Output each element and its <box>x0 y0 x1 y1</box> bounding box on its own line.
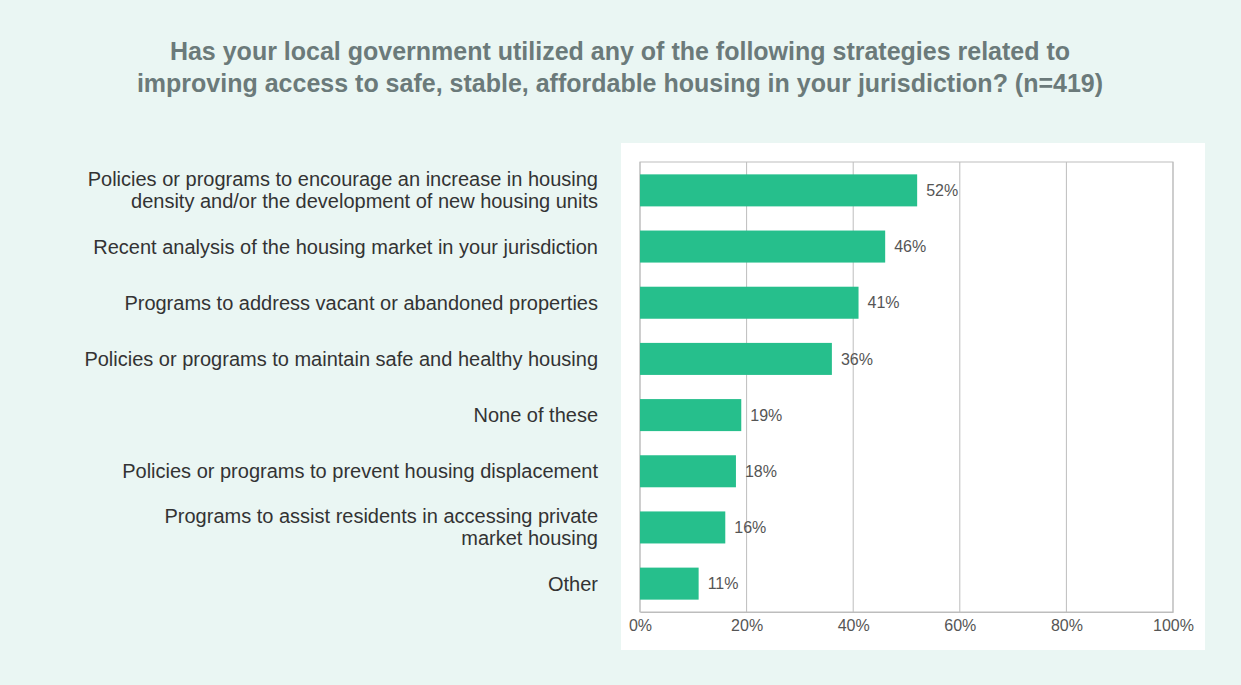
category-label: Programs to assist residents in accessin… <box>164 505 598 549</box>
category-label: Policies or programs to maintain safe an… <box>84 348 598 370</box>
category-labels: Policies or programs to encourage an inc… <box>84 168 598 594</box>
title-line: Has your local government utilized any o… <box>170 37 1070 65</box>
tick: 0% <box>629 612 652 634</box>
tick-label: 0% <box>629 617 652 634</box>
category-label: Recent analysis of the housing market in… <box>93 236 598 258</box>
bar <box>640 174 917 206</box>
bar <box>640 455 736 487</box>
data-label: 36% <box>841 351 873 368</box>
category-label-line: density and/or the development of new ho… <box>131 190 598 212</box>
bar <box>640 568 699 600</box>
bars <box>640 174 917 599</box>
category-label-line: Recent analysis of the housing market in… <box>93 236 598 258</box>
category-label: Policies or programs to encourage an inc… <box>88 168 598 212</box>
tick-label: 40% <box>838 617 870 634</box>
category-label: Programs to address vacant or abandoned … <box>124 292 598 314</box>
data-label: 41% <box>868 294 900 311</box>
tick: 60% <box>944 612 976 634</box>
category-label-line: Policies or programs to maintain safe an… <box>84 348 598 370</box>
data-labels: 52% 46% 41% 36% 19% 18% 16% 11% <box>708 182 959 592</box>
tick: 40% <box>838 612 870 634</box>
data-label: 11% <box>708 575 739 592</box>
bar <box>640 511 725 543</box>
category-label-line: Other <box>548 573 598 595</box>
category-label-line: Policies or programs to prevent housing … <box>122 460 598 482</box>
data-label: 46% <box>894 238 926 255</box>
category-label-line: market housing <box>461 527 598 549</box>
tick-label: 60% <box>944 617 976 634</box>
grid-line <box>853 162 854 612</box>
grid-line <box>746 162 747 612</box>
category-label: Other <box>548 573 598 595</box>
category-label-line: Programs to address vacant or abandoned … <box>124 292 598 314</box>
axis-line <box>641 612 1174 613</box>
bar <box>640 343 832 375</box>
grid-line <box>959 162 960 612</box>
bar <box>640 399 741 431</box>
data-label: 19% <box>750 407 782 424</box>
category-label-line: None of these <box>473 404 598 426</box>
tick: 20% <box>731 612 763 634</box>
category-label: None of these <box>473 404 598 426</box>
category-label: Policies or programs to prevent housing … <box>122 460 598 482</box>
x-axis: 0% 20% 40% 60% 80% 100% <box>629 612 1194 634</box>
tick-label: 20% <box>731 617 763 634</box>
data-label: 52% <box>926 182 958 199</box>
background <box>0 0 1241 685</box>
data-label: 18% <box>745 463 777 480</box>
category-label-line: Programs to assist residents in accessin… <box>164 505 598 527</box>
plot-panel <box>621 143 1205 650</box>
plot-frame <box>640 162 1173 612</box>
grid-line <box>1066 162 1067 612</box>
bar <box>640 231 885 263</box>
bar <box>640 287 859 319</box>
tick-label: 100% <box>1153 617 1194 634</box>
tick: 80% <box>1051 612 1083 634</box>
chart: Has your local government utilized any o… <box>0 0 1241 685</box>
title: Has your local government utilized any o… <box>137 37 1103 97</box>
title-line: improving access to safe, stable, afford… <box>137 69 1103 97</box>
tick-label: 80% <box>1051 617 1083 634</box>
tick: 100% <box>1153 612 1194 634</box>
data-label: 16% <box>734 519 766 536</box>
grid <box>640 162 1173 612</box>
category-label-line: Policies or programs to encourage an inc… <box>88 168 598 190</box>
